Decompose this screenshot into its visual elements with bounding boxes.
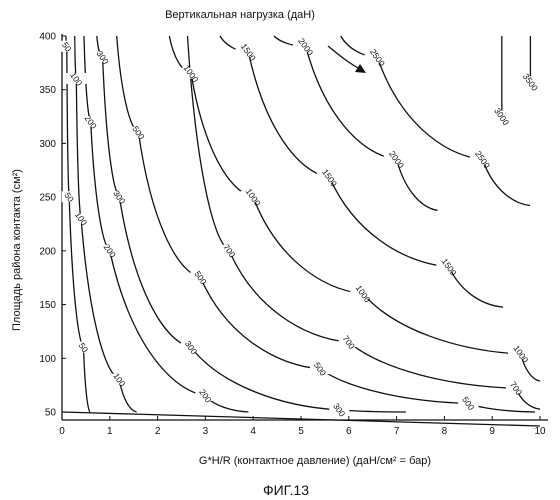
x-tick-label: 0 bbox=[59, 426, 65, 437]
figure-caption: ФИГ.13 bbox=[263, 482, 309, 498]
x-tick-label: 5 bbox=[298, 426, 304, 437]
annotation-arrow bbox=[328, 46, 362, 70]
contour-label-200: 200 bbox=[102, 242, 118, 260]
contour-labels: 5050501001001002002002003003003003005005… bbox=[59, 36, 543, 419]
x-tick-label: 8 bbox=[442, 426, 448, 437]
y-tick-label: 50 bbox=[45, 408, 57, 419]
contour-label-300: 300 bbox=[331, 401, 347, 419]
contour-label-200: 200 bbox=[83, 113, 99, 131]
contour-line-700 bbox=[188, 36, 541, 409]
contour-label-100: 100 bbox=[73, 210, 89, 228]
y-tick-label: 350 bbox=[39, 85, 56, 96]
y-tick-label: 300 bbox=[39, 139, 56, 150]
x-tick-label: 7 bbox=[394, 426, 400, 437]
contour-label-300: 300 bbox=[111, 188, 127, 206]
x-axis-title: G*H/R (контактное давление) (даН/см² = б… bbox=[199, 455, 431, 467]
x-tick-label: 3 bbox=[203, 426, 209, 437]
contour-label-700: 700 bbox=[341, 333, 357, 351]
annotation-arrowhead bbox=[355, 64, 366, 73]
contour-label-200: 200 bbox=[197, 387, 213, 405]
contour-line-1000 bbox=[169, 36, 540, 381]
x-tick-label: 2 bbox=[155, 426, 161, 437]
x-tick-label: 9 bbox=[489, 426, 495, 437]
y-tick-label: 100 bbox=[39, 354, 56, 365]
contour-label-500: 500 bbox=[460, 395, 476, 413]
contour-lines bbox=[66, 36, 540, 412]
x-tick-label: 1 bbox=[107, 426, 113, 437]
contour-label-300: 300 bbox=[94, 49, 110, 67]
contour-label-100: 100 bbox=[68, 70, 84, 88]
y-tick-label: 150 bbox=[39, 300, 56, 311]
contour-line-2000 bbox=[274, 36, 438, 210]
chart-title: Вертикальная нагрузка (даН) bbox=[165, 9, 315, 21]
x-tick-label: 4 bbox=[250, 426, 256, 437]
y-tick-label: 250 bbox=[39, 193, 56, 204]
contour-line-200 bbox=[84, 36, 248, 412]
y-tick-label: 400 bbox=[39, 32, 56, 43]
x-tick-label: 6 bbox=[346, 426, 352, 437]
contour-label-700: 700 bbox=[508, 380, 524, 398]
x-tick-label: 10 bbox=[534, 426, 546, 437]
contour-label-500: 500 bbox=[192, 269, 208, 287]
y-tick-label: 200 bbox=[39, 246, 56, 257]
contour-line-300 bbox=[97, 36, 406, 412]
y-axis-title: Площадь района контакта (см²) bbox=[11, 169, 23, 331]
contour-line-500 bbox=[117, 36, 535, 412]
contour-label-500: 500 bbox=[312, 360, 328, 378]
